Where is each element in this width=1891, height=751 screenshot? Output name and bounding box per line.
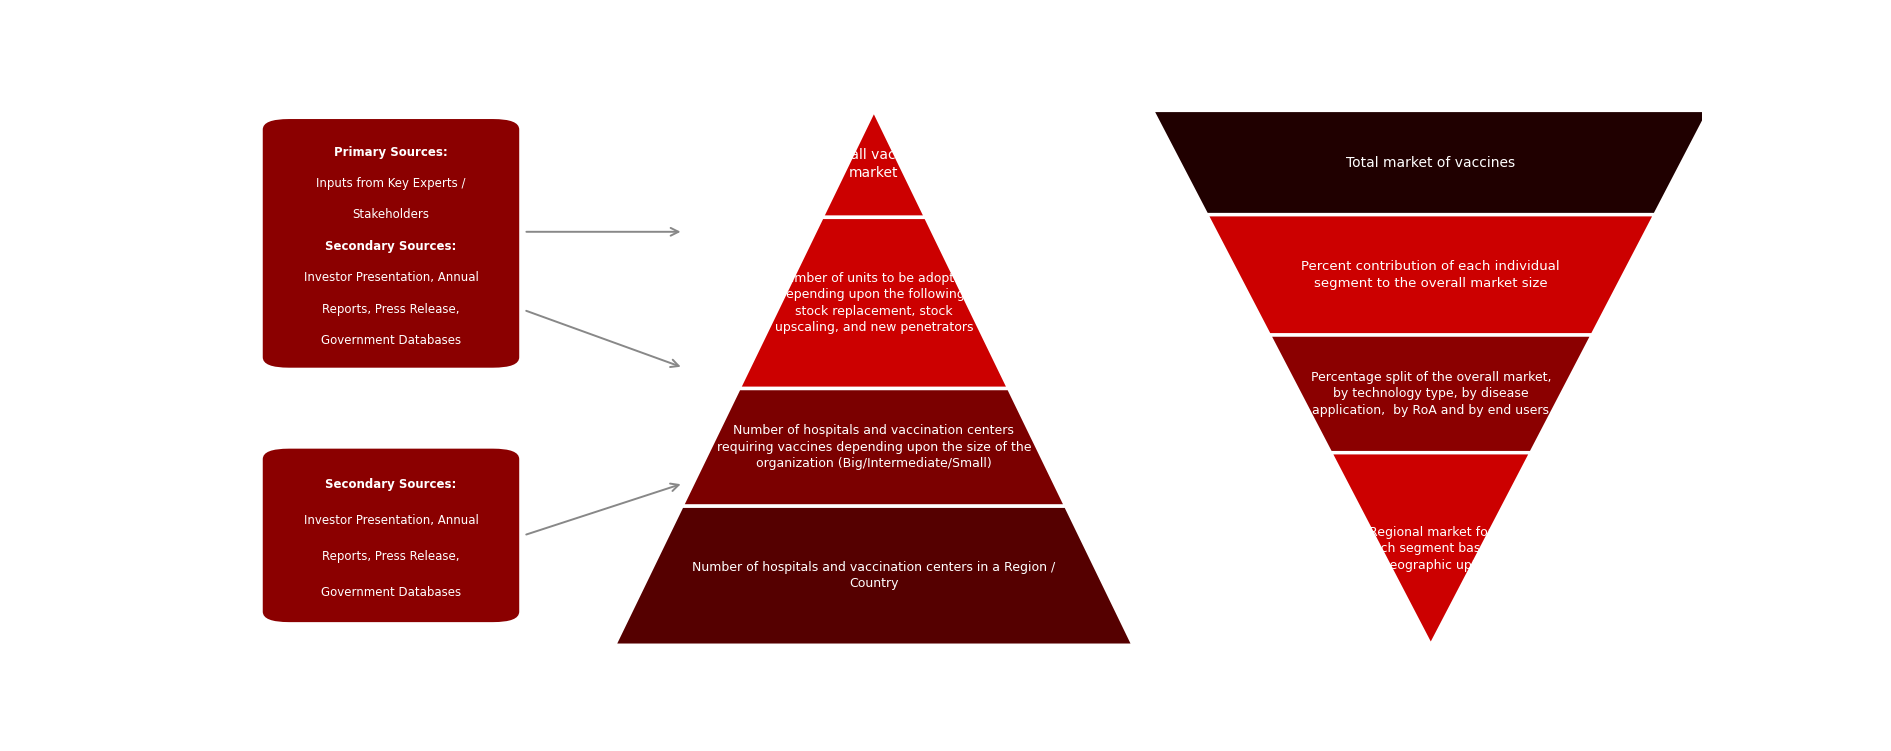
Text: Inputs from Key Experts /: Inputs from Key Experts /	[316, 177, 465, 190]
FancyBboxPatch shape	[263, 448, 520, 622]
Text: Government Databases: Government Databases	[321, 586, 461, 599]
Text: Stakeholders: Stakeholders	[352, 208, 429, 222]
Text: Reports, Press Release,: Reports, Press Release,	[321, 303, 460, 315]
Polygon shape	[683, 388, 1067, 506]
Text: Government Databases: Government Databases	[321, 334, 461, 347]
Text: Number of hospitals and vaccination centers
requiring vaccines depending upon th: Number of hospitals and vaccination cent…	[717, 424, 1031, 470]
Text: Secondary Sources:: Secondary Sources:	[325, 240, 456, 253]
Text: Reports, Press Release,: Reports, Press Release,	[321, 550, 460, 562]
Text: Primary Sources:: Primary Sources:	[335, 146, 448, 158]
Polygon shape	[1206, 215, 1655, 335]
Polygon shape	[823, 110, 927, 217]
Text: Number of hospitals and vaccination centers in a Region /
Country: Number of hospitals and vaccination cent…	[692, 561, 1055, 590]
Text: Percent contribution of each individual
segment to the overall market size: Percent contribution of each individual …	[1301, 260, 1560, 290]
Polygon shape	[1152, 110, 1709, 215]
Polygon shape	[1331, 453, 1532, 645]
Polygon shape	[1269, 335, 1592, 453]
Text: Investor Presentation, Annual: Investor Presentation, Annual	[304, 271, 478, 284]
Polygon shape	[615, 506, 1133, 645]
Text: Overall vaccines
market: Overall vaccines market	[817, 148, 930, 179]
FancyBboxPatch shape	[263, 119, 520, 368]
Text: Number of units to be adopted
depending upon the following-
stock replacement, s: Number of units to be adopted depending …	[775, 272, 974, 334]
Polygon shape	[739, 217, 1008, 388]
Text: Percentage split of the overall market,
by technology type, by disease
applicati: Percentage split of the overall market, …	[1310, 371, 1551, 417]
Text: Secondary Sources:: Secondary Sources:	[325, 478, 456, 490]
Text: Regional market for
each segment based
on geographic uptake: Regional market for each segment based o…	[1362, 526, 1500, 572]
Text: Total market of vaccines: Total market of vaccines	[1346, 155, 1515, 170]
Text: Investor Presentation, Annual: Investor Presentation, Annual	[304, 514, 478, 526]
